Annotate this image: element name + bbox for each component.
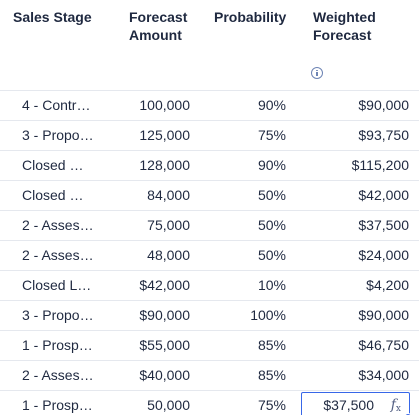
table-body: 4 - Contr… 100,000 90% $90,000 3 - Propo… 125… [0,90,419,415]
cell-sales-stage[interactable]: Closed L… [22,277,92,293]
cell-probability[interactable]: 10% [257,277,286,293]
table-row[interactable]: 2 - Asses… 48,000 50% $24,000 [0,241,419,271]
cell-probability[interactable]: 85% [257,367,286,383]
formula-fx-icon[interactable]: fx [391,396,401,415]
cell-weighted-forecast[interactable]: $93,750 [358,127,409,143]
table-row[interactable]: 2 - Asses… $40,000 85% $34,000 [0,361,419,391]
table-row[interactable]: 1 - Prosp… $55,000 85% $46,750 [0,331,419,361]
cell-sales-stage[interactable]: 3 - Propo… [22,127,94,143]
table-row[interactable]: 2 - Asses… 75,000 50% $37,500 [0,211,419,241]
cell-forecast-amount[interactable]: $42,000 [139,277,190,293]
cell-sales-stage[interactable]: Closed … [22,157,84,173]
cell-weighted-forecast[interactable]: $115,200 [351,157,409,173]
table-header: Sales Stage Forecast Amount Probability … [0,0,419,90]
cell-forecast-amount[interactable]: 75,000 [147,217,190,233]
cell-sales-stage[interactable]: 4 - Contr… [22,97,91,113]
table-row[interactable]: Closed … 84,000 50% $42,000 [0,181,419,211]
header-weighted-forecast-line1: Weighted [313,9,376,25]
header-forecast-amount[interactable]: Forecast Amount [129,8,209,44]
cell-sales-stage[interactable]: 2 - Asses… [22,367,94,383]
cell-forecast-amount[interactable]: 125,000 [139,127,190,143]
cell-sales-stage[interactable]: 2 - Asses… [22,217,94,233]
cell-weighted-forecast[interactable]: $42,000 [358,187,409,203]
fx-icon-x: x [395,404,401,414]
cell-weighted-forecast[interactable]: $34,000 [358,367,409,383]
cell-weighted-forecast-selected[interactable]: $37,500 fx [301,392,412,415]
cell-probability[interactable]: 50% [257,247,286,263]
header-forecast-amount-line2: Amount [129,27,182,43]
cell-sales-stage[interactable]: 3 - Propo… [22,307,94,323]
cell-forecast-amount[interactable]: 84,000 [147,187,190,203]
cell-forecast-amount[interactable]: 100,000 [139,97,190,113]
cell-weighted-forecast[interactable]: $46,750 [358,337,409,353]
table-row[interactable]: 4 - Contr… 100,000 90% $90,000 [0,90,419,121]
cell-weighted-forecast-value: $37,500 [323,397,374,413]
cell-weighted-forecast[interactable]: $90,000 [358,307,409,323]
cell-forecast-amount[interactable]: 50,000 [147,397,190,413]
cell-weighted-forecast[interactable]: $90,000 [358,97,409,113]
cell-probability[interactable]: 85% [257,337,286,353]
cell-forecast-amount[interactable]: $90,000 [139,307,190,323]
header-weighted-forecast-line2: Forecast [313,27,372,43]
cell-weighted-forecast[interactable]: $37,500 [358,217,409,233]
cell-probability[interactable]: 90% [257,157,286,173]
header-probability[interactable]: Probability [214,9,287,25]
table-row[interactable]: Closed … 128,000 90% $115,200 [0,151,419,181]
cell-sales-stage[interactable]: 1 - Prosp… [22,397,93,413]
cell-probability[interactable]: 50% [257,217,286,233]
table-row[interactable]: 3 - Propo… $90,000 100% $90,000 [0,301,419,331]
cell-probability[interactable]: 90% [257,97,286,113]
cell-probability[interactable]: 50% [257,187,286,203]
cell-sales-stage[interactable]: Closed … [22,187,84,203]
table-row[interactable]: Closed L… $42,000 10% $4,200 [0,271,419,301]
cell-probability[interactable]: 75% [257,397,286,413]
header-sales-stage[interactable]: Sales Stage [13,9,92,25]
header-forecast-amount-line1: Forecast [129,9,188,25]
cell-forecast-amount[interactable]: 48,000 [147,247,190,263]
cell-weighted-forecast[interactable]: $24,000 [358,247,409,263]
cell-sales-stage[interactable]: 1 - Prosp… [22,337,93,353]
header-weighted-forecast[interactable]: Weighted Forecast [313,8,408,44]
table-row[interactable]: 1 - Prosp… 50,000 75% $37,500 fx [0,391,419,415]
cell-forecast-amount[interactable]: $40,000 [139,367,190,383]
cell-weighted-forecast[interactable]: $4,200 [366,277,409,293]
info-icon[interactable] [311,67,323,79]
cell-forecast-amount[interactable]: 128,000 [139,157,190,173]
cell-probability[interactable]: 75% [257,127,286,143]
cell-forecast-amount[interactable]: $55,000 [139,337,190,353]
cell-sales-stage[interactable]: 2 - Asses… [22,247,94,263]
table-row[interactable]: 3 - Propo… 125,000 75% $93,750 [0,121,419,151]
fx-icon-f: f [390,397,396,413]
cell-probability[interactable]: 100% [250,307,286,323]
